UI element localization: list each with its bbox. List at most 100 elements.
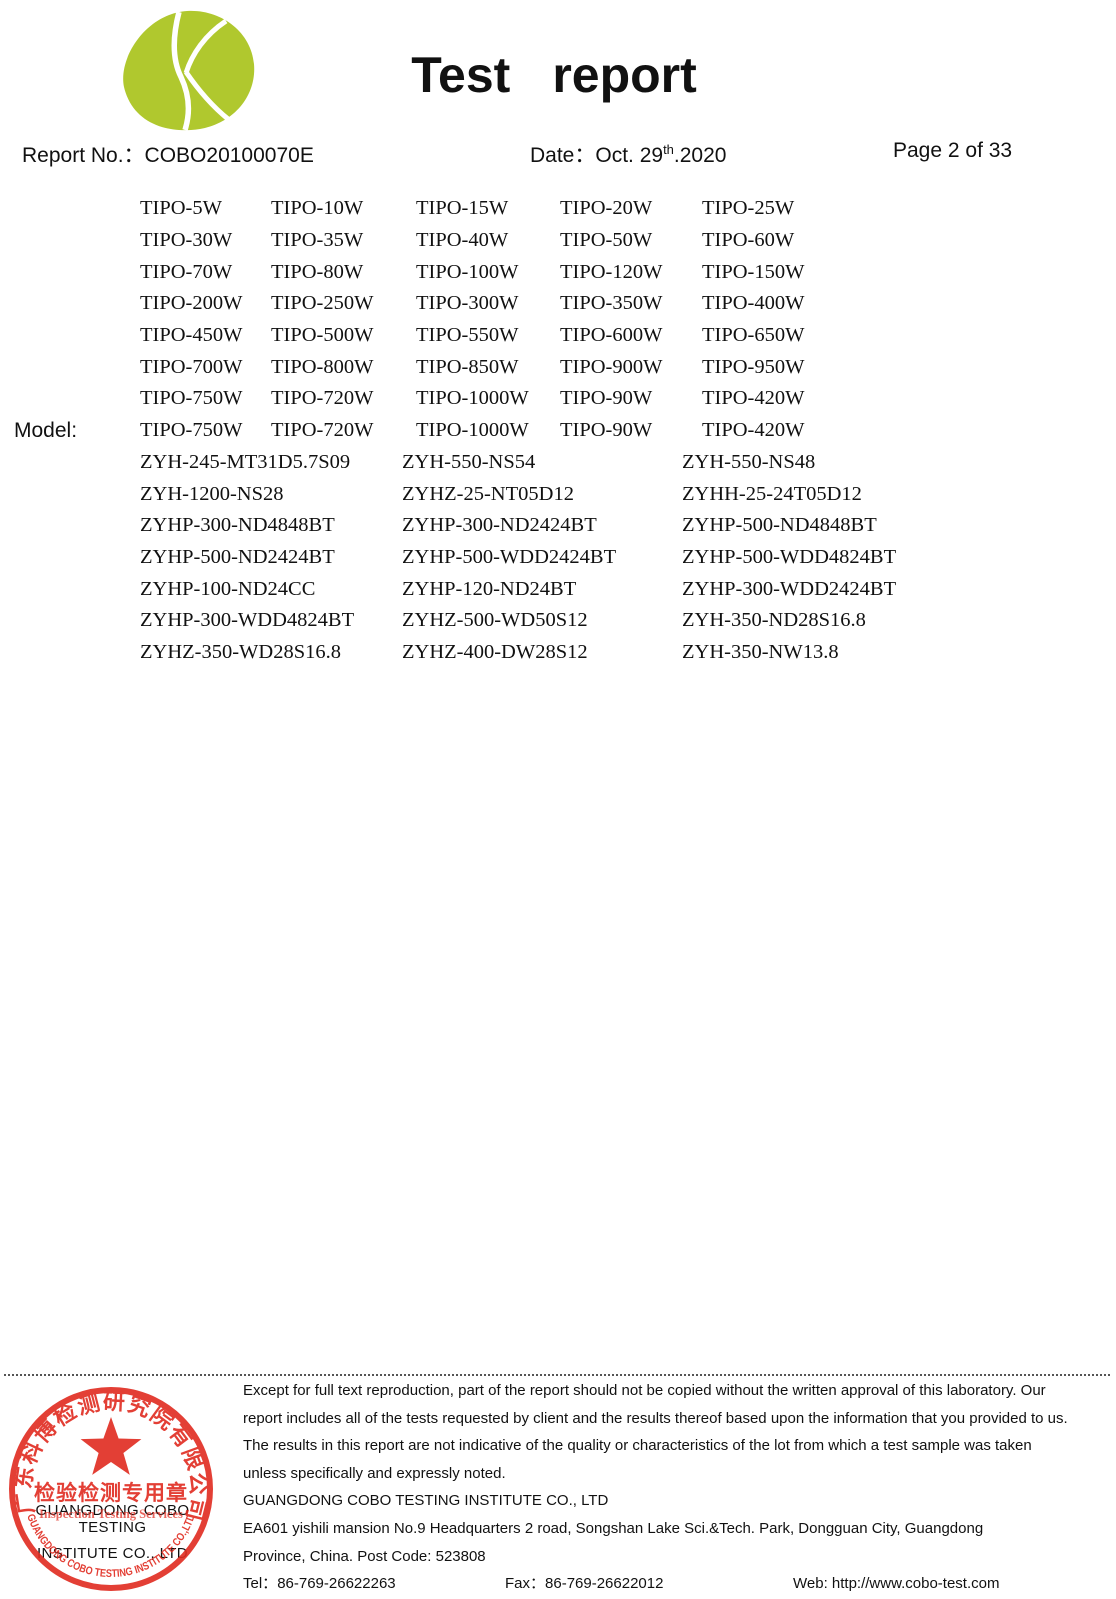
model-cell: TIPO-25W bbox=[702, 197, 795, 220]
model-row: ZYH-245-MT31D5.7S09 ZYH-550-NS54 ZYH-550-N… bbox=[140, 447, 896, 479]
model-row: ZYHP-500-ND2424BT ZYHP-500-WDD2424BT ZYHP-… bbox=[140, 542, 896, 574]
model-cell: ZYHP-300-WDD4824BT bbox=[140, 609, 355, 632]
model-cell: TIPO-200W bbox=[140, 292, 243, 315]
model-cell: TIPO-800W bbox=[271, 355, 374, 378]
disclaimer-line: report includes all of the tests request… bbox=[243, 1409, 1068, 1427]
model-cell: TIPO-500W bbox=[271, 324, 374, 347]
model-row: TIPO-750W TIPO-720W TIPO-1000W TIPO-90W TIPO… bbox=[140, 415, 804, 447]
model-cell: TIPO-950W bbox=[702, 355, 805, 378]
model-cell: TIPO-750W bbox=[140, 419, 243, 442]
model-cell: TIPO-90W bbox=[560, 419, 653, 442]
model-cell: TIPO-5W bbox=[140, 197, 222, 220]
model-cell: TIPO-420W bbox=[702, 387, 805, 410]
model-row: ZYHP-300-WDD4824BT ZYHZ-500-WD50S12 ZYH-35… bbox=[140, 605, 896, 637]
model-cell: ZYHZ-350-WD28S16.8 bbox=[140, 640, 341, 663]
model-cell: ZYH-245-MT31D5.7S09 bbox=[140, 450, 351, 473]
model-cell: TIPO-600W bbox=[560, 324, 663, 347]
model-cell: ZYH-550-NS48 bbox=[682, 450, 816, 473]
page-title: Test report bbox=[0, 46, 1108, 104]
model-cell: TIPO-120W bbox=[560, 260, 663, 283]
telephone: Tel：86-769-26622263 bbox=[243, 1575, 396, 1592]
model-cell: ZYHP-500-ND2424BT bbox=[140, 545, 335, 568]
disclaimer-line: Except for full text reproduction, part … bbox=[243, 1382, 1046, 1399]
model-cell: TIPO-900W bbox=[560, 355, 663, 378]
fax-label: Fax： bbox=[505, 1575, 546, 1593]
disclaimer-line: unless specifically and expressly noted. bbox=[243, 1464, 506, 1482]
model-row: TIPO-30W TIPO-35W TIPO-40W TIPO-50W TIPO-60W bbox=[140, 225, 804, 257]
report-number: Report No.：COBO20100070E bbox=[22, 139, 314, 169]
model-cell: ZYH-550-NS54 bbox=[402, 450, 536, 473]
footer-text-block: Except for full text reproduction, part … bbox=[243, 1377, 1068, 1598]
web-value: http://www.cobo-test.com bbox=[831, 1575, 1000, 1593]
model-cell: TIPO-20W bbox=[560, 197, 653, 220]
model-cell: ZYHP-120-ND24BT bbox=[402, 577, 577, 600]
page-indicator: Page 2 of 33 bbox=[893, 139, 1013, 162]
model-row: TIPO-450W TIPO-500W TIPO-550W TIPO-600W TIPO… bbox=[140, 320, 804, 352]
model-cell: ZYHP-300-ND4848BT bbox=[140, 514, 335, 537]
company-name: GUANGDONG COBO TESTING INSTITUTE CO., LT… bbox=[243, 1492, 609, 1510]
model-cell: TIPO-400W bbox=[702, 292, 805, 315]
tel-value: 86-769-26622263 bbox=[277, 1575, 396, 1593]
model-cell: TIPO-30W bbox=[140, 229, 233, 252]
model-cell: TIPO-150W bbox=[702, 260, 805, 283]
model-cell: TIPO-70W bbox=[140, 260, 233, 283]
model-cell: TIPO-100W bbox=[416, 260, 519, 283]
model-cell: TIPO-350W bbox=[560, 292, 663, 315]
disclaimer-line: The results in this report are not indic… bbox=[243, 1437, 1032, 1455]
company-seal-stamp: 广东科博检测研究院有限公司 检验检测专用章 Inspection Testing… bbox=[9, 1387, 213, 1591]
model-cell: ZYHP-500-WDD4824BT bbox=[682, 545, 897, 568]
web-label: Web: bbox=[793, 1575, 832, 1593]
stamp-ring bbox=[9, 1387, 213, 1591]
website: Web: http://www.cobo-test.com bbox=[793, 1570, 999, 1598]
model-cell: TIPO-450W bbox=[140, 324, 243, 347]
model-row: TIPO-750W TIPO-720W TIPO-1000W TIPO-90W TIPO… bbox=[140, 383, 804, 415]
model-cell: TIPO-850W bbox=[416, 355, 519, 378]
model-cell: TIPO-550W bbox=[416, 324, 519, 347]
company-address-line1: EA601 yishili mansion No.9 Headquarters … bbox=[243, 1519, 984, 1537]
company-address-line2: Province, China. Post Code: 523808 bbox=[243, 1547, 486, 1565]
zyh-model-table: ZYH-245-MT31D5.7S09 ZYH-550-NS54 ZYH-550-N… bbox=[140, 447, 896, 669]
date-label: Date： bbox=[530, 144, 596, 167]
model-cell: ZYH-350-ND28S16.8 bbox=[682, 609, 866, 632]
model-row: ZYH-1200-NS28 ZYHZ-25-NT05D12 ZYHH-25-24T0… bbox=[140, 478, 896, 510]
model-cell: ZYH-350-NW13.8 bbox=[682, 640, 839, 663]
model-cell: TIPO-40W bbox=[416, 229, 509, 252]
date-year: .2020 bbox=[673, 144, 727, 167]
model-label: Model: bbox=[14, 419, 78, 442]
model-row: TIPO-700W TIPO-800W TIPO-850W TIPO-900W TIPO… bbox=[140, 351, 804, 383]
footer-divider bbox=[4, 1374, 1110, 1376]
model-cell: ZYH-1200-NS28 bbox=[140, 482, 284, 505]
model-cell: TIPO-720W bbox=[271, 419, 374, 442]
model-cell: TIPO-250W bbox=[271, 292, 374, 315]
stamp-under-line2: INSTITUTE CO., LTD bbox=[36, 1545, 189, 1562]
report-date: Date：Oct. 29th.2020 bbox=[530, 139, 726, 169]
fax: Fax：86-769-26622012 bbox=[505, 1570, 663, 1598]
model-cell: ZYHP-300-ND2424BT bbox=[402, 514, 597, 537]
model-cell: TIPO-60W bbox=[702, 229, 795, 252]
model-cell: TIPO-420W bbox=[702, 419, 805, 442]
stamp-under-line1: GUANGDONG COBO TESTING bbox=[35, 1502, 190, 1536]
model-cell: TIPO-700W bbox=[140, 355, 243, 378]
model-cell: ZYHZ-25-NT05D12 bbox=[402, 482, 574, 505]
model-cell: TIPO-1000W bbox=[416, 387, 529, 410]
model-cell: TIPO-50W bbox=[560, 229, 653, 252]
model-cell: ZYHH-25-24T05D12 bbox=[682, 482, 862, 505]
stamp-seal-text: 检验检测专用章 bbox=[34, 1481, 188, 1505]
model-cell: ZYHP-500-WDD2424BT bbox=[402, 545, 617, 568]
model-cell: ZYHZ-500-WD50S12 bbox=[402, 609, 588, 632]
model-cell: TIPO-90W bbox=[560, 387, 653, 410]
report-number-value: COBO20100070E bbox=[144, 144, 314, 167]
model-cell: ZYHP-500-ND4848BT bbox=[682, 514, 877, 537]
report-number-label: Report No.： bbox=[22, 144, 145, 167]
model-row: ZYHP-300-ND4848BT ZYHP-300-ND2424BT ZYHP-5… bbox=[140, 510, 896, 542]
model-cell: TIPO-750W bbox=[140, 387, 243, 410]
model-cell: TIPO-300W bbox=[416, 292, 519, 315]
tel-label: Tel： bbox=[243, 1575, 278, 1593]
contact-row: Tel：86-769-26622263 Fax：86-769-26622012 … bbox=[243, 1570, 1068, 1598]
model-cell: TIPO-80W bbox=[271, 260, 364, 283]
model-cell: TIPO-15W bbox=[416, 197, 509, 220]
model-cell: TIPO-1000W bbox=[416, 419, 529, 442]
title-word-report: report bbox=[552, 47, 697, 103]
stamp-underlying-text: GUANGDONG COBO TESTING INSTITUTE CO., LT… bbox=[10, 1502, 215, 1562]
model-row: ZYHP-100-ND24CC ZYHP-120-ND24BT ZYHP-300-W… bbox=[140, 573, 896, 605]
